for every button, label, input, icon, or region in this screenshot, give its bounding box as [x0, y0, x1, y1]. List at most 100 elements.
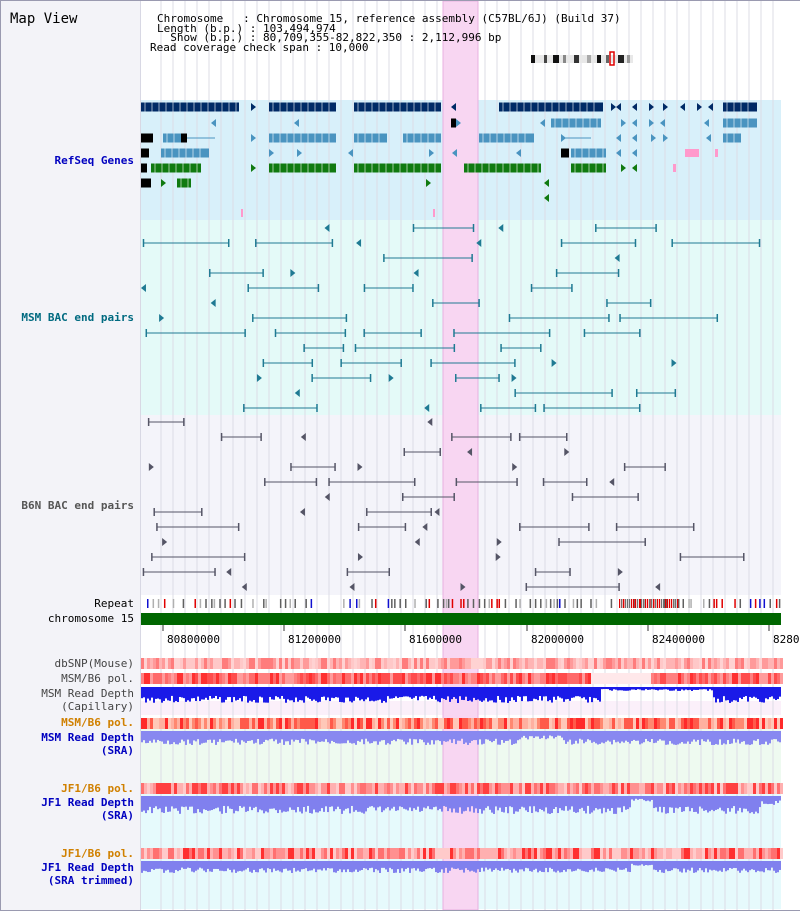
depth-bar: [445, 861, 447, 868]
depth-bar: [543, 731, 545, 736]
msm-bac-label[interactable]: MSM BAC end pairs: [21, 311, 134, 324]
heat-cell: [189, 718, 192, 729]
heat-cell: [438, 718, 441, 729]
heat-cell: [678, 848, 681, 859]
heat-cell: [702, 673, 705, 684]
heat-cell: [408, 848, 411, 859]
heat-cell: [687, 673, 690, 684]
heat-cell: [663, 673, 666, 684]
depth-bar: [337, 687, 339, 698]
depth-bar: [561, 731, 563, 738]
heat-cell: [663, 848, 666, 859]
depth-bar: [265, 861, 267, 873]
heat-cell: [246, 658, 249, 669]
depth-bar: [261, 687, 263, 698]
repeat-mark: [534, 599, 537, 608]
depth-bar: [475, 731, 477, 741]
heat-cell: [156, 658, 159, 669]
depth-bar: [551, 861, 553, 869]
depth-bar: [613, 687, 615, 690]
depth-bar: [269, 687, 271, 697]
depth-bar: [451, 796, 453, 813]
heat-cell: [141, 783, 144, 794]
heat-cell: [384, 848, 387, 859]
heat-cell: [513, 658, 516, 669]
depth-bar: [455, 796, 457, 813]
heat-cell: [753, 783, 756, 794]
depth-bar: [293, 861, 295, 868]
depth-bar: [549, 796, 551, 814]
depth-bar: [311, 687, 313, 701]
depth-bar: [355, 861, 357, 870]
heat-cell: [369, 848, 372, 859]
heat-cell: [423, 658, 426, 669]
depth-bar: [203, 687, 205, 700]
msm-pol2-label[interactable]: MSM/B6 pol.: [61, 716, 134, 729]
depth-bar: [701, 687, 703, 690]
repeat-mark: [649, 599, 651, 608]
heat-cell: [141, 718, 144, 729]
jf1-depth-label[interactable]: JF1 Read Depth: [41, 796, 134, 809]
heat-cell: [288, 673, 291, 684]
depth-bar: [385, 731, 387, 745]
heat-cell: [570, 673, 573, 684]
msm-depth-sra-label[interactable]: MSM Read Depth: [41, 731, 134, 744]
heat-cell: [300, 673, 303, 684]
jf1-trim-label[interactable]: JF1 Read Depth: [41, 861, 134, 874]
refseq-genes-label[interactable]: RefSeq Genes: [54, 154, 134, 167]
heat-cell: [576, 718, 579, 729]
heat-cell: [636, 848, 639, 859]
depth-bar: [305, 861, 307, 869]
repeat-mark: [496, 599, 498, 608]
depth-bar: [627, 731, 629, 742]
depth-bar: [311, 861, 313, 871]
depth-bar: [367, 687, 369, 698]
heat-cell: [279, 783, 282, 794]
heat-cell: [732, 658, 735, 669]
depth-bar: [733, 687, 735, 701]
heat-cell: [675, 848, 678, 859]
strand-arrow: [655, 583, 661, 591]
depth-bar: [681, 687, 683, 690]
heat-cell: [381, 718, 384, 729]
depth-bar: [327, 731, 329, 743]
heat-cell: [735, 718, 738, 729]
heat-cell: [588, 783, 591, 794]
depth-bar: [213, 687, 215, 699]
heat-cell: [285, 848, 288, 859]
heat-cell: [525, 658, 528, 669]
msm-pol-label[interactable]: MSM/B6 pol.: [61, 672, 134, 685]
repeat-mark: [374, 599, 377, 608]
jf1-pol-label[interactable]: JF1/B6 pol.: [61, 782, 134, 795]
heat-cell: [213, 658, 216, 669]
strand-arrow: [632, 134, 637, 142]
heat-cell: [570, 658, 573, 669]
depth-bar: [709, 687, 711, 690]
depth-bar: [639, 861, 641, 866]
msm-depth-capillary-label[interactable]: MSM Read Depth: [41, 687, 134, 700]
heat-cell: [765, 783, 768, 794]
strand-arrow: [426, 179, 431, 187]
heat-cell: [246, 718, 249, 729]
depth-bar: [459, 687, 461, 697]
heat-cell: [300, 783, 303, 794]
depth-bar: [715, 731, 717, 745]
repeat-mark: [627, 599, 629, 608]
dbsnp-label[interactable]: dbSNP(Mouse): [54, 657, 134, 670]
depth-bar: [479, 796, 481, 810]
heat-cell: [150, 658, 153, 669]
heat-cell: [183, 848, 186, 859]
heat-cell: [570, 783, 573, 794]
depth-bar: [309, 731, 311, 740]
depth-bar: [641, 687, 643, 691]
heat-cell: [678, 673, 681, 684]
heat-cell: [648, 718, 651, 729]
jf1-pol2-label[interactable]: JF1/B6 pol.: [61, 847, 134, 860]
gene-pink-exon: [715, 149, 718, 157]
b6n-bac-label[interactable]: B6N BAC end pairs: [21, 499, 134, 512]
heat-cell: [477, 783, 480, 794]
heat-cell: [207, 783, 210, 794]
heat-cell: [693, 848, 696, 859]
repeat-mark: [194, 599, 196, 608]
